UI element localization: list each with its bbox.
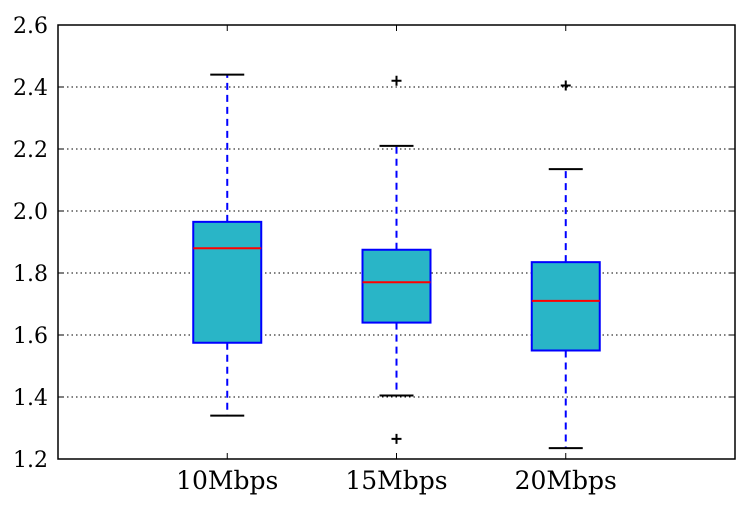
y-tick-label: 1.4 — [13, 386, 48, 411]
axis-labels: 1.2 1.4 1.6 1.8 2.0 2.2 2.4 2.6 10Mbps 15Mbps 20Mb… — [13, 14, 617, 495]
plot-frame — [57, 24, 736, 460]
y-tick-label: 2.4 — [13, 76, 48, 101]
y-tick-label: 2.6 — [13, 14, 48, 39]
box-body — [192, 220, 263, 344]
y-tick-label: 1.6 — [13, 324, 48, 349]
x-tick-label: 10Mbps — [176, 466, 278, 495]
box-body — [361, 248, 432, 324]
axis-ticks — [58, 24, 735, 460]
box-series — [192, 73, 601, 450]
x-tick-label: 20Mbps — [515, 466, 617, 495]
y-tick-label: 2.2 — [13, 138, 48, 163]
x-tick-label: 15Mbps — [345, 466, 447, 495]
box-body — [530, 261, 601, 352]
y-tick-label: 1.2 — [13, 448, 48, 473]
outlier-marker — [391, 75, 402, 86]
outlier-marker — [391, 433, 402, 444]
outlier-marker — [560, 80, 571, 91]
y-tick-label: 1.8 — [13, 262, 48, 287]
y-tick-label: 2.0 — [13, 200, 48, 225]
